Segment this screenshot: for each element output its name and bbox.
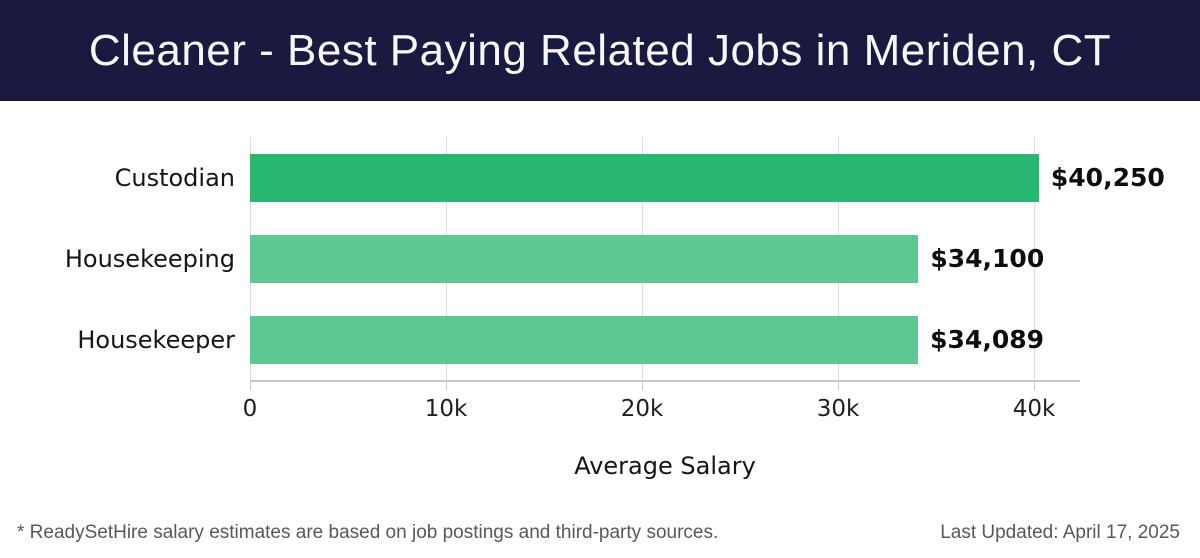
tick-label: 40k (1012, 396, 1056, 422)
bar-value-label-custodian: $40,250 (1050, 163, 1165, 192)
x-axis-title: Average Salary (574, 452, 756, 480)
x-axis-line (250, 380, 1080, 382)
tick-label: 10k (424, 396, 468, 422)
category-label-housekeeping: Housekeeping (64, 244, 235, 273)
chart-title: Cleaner - Best Paying Related Jobs in Me… (88, 25, 1112, 75)
bar-value-label-housekeeping: $34,100 (930, 244, 1045, 273)
category-label-housekeeper: Housekeeper (77, 325, 235, 354)
tick-mark (446, 380, 447, 390)
bar-custodian (250, 153, 1039, 202)
tick-label: 20k (620, 396, 664, 422)
tick-mark (838, 380, 839, 390)
grid-line (1034, 137, 1035, 380)
bar-housekeeping (250, 234, 919, 283)
tick-label: 30k (816, 396, 860, 422)
title-bar: Cleaner - Best Paying Related Jobs in Me… (0, 0, 1200, 101)
tick-mark (1034, 380, 1035, 390)
footer: * ReadySetHire salary estimates are base… (0, 508, 1200, 558)
bar-value-label-housekeeper: $34,089 (930, 325, 1045, 354)
bar-housekeeper (250, 315, 919, 364)
disclaimer-text: * ReadySetHire salary estimates are base… (17, 522, 719, 543)
tick-mark (642, 380, 643, 390)
tick-label: 0 (242, 396, 258, 422)
last-updated-text: Last Updated: April 17, 2025 (940, 522, 1180, 543)
category-label-custodian: Custodian (114, 163, 235, 192)
tick-mark (250, 380, 251, 390)
